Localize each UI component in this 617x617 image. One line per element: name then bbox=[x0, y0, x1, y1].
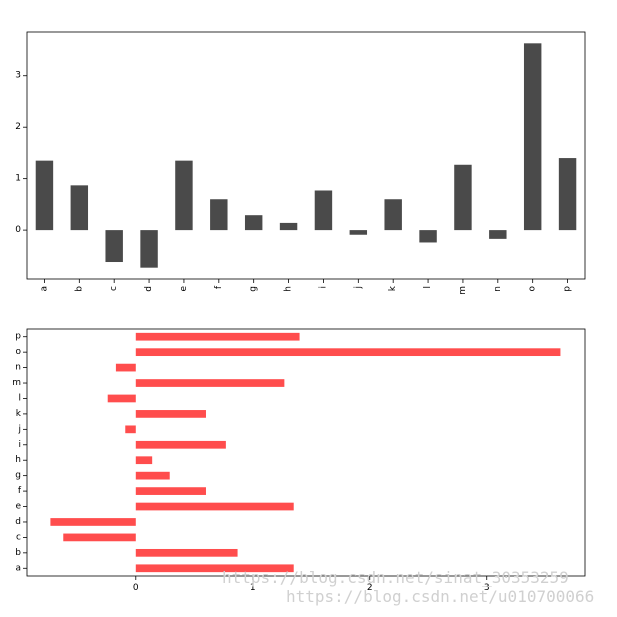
x-tick-label-o: o bbox=[528, 286, 538, 292]
bar-j bbox=[349, 230, 368, 235]
y-tick-label-g: g bbox=[15, 471, 21, 481]
bar-a bbox=[35, 160, 54, 231]
y-tick-label-i: i bbox=[18, 440, 21, 450]
bar-d bbox=[140, 230, 158, 268]
watermark-1: https://blog.csdn.net/sinat_30353259 bbox=[222, 568, 569, 587]
x-tick-label-g: g bbox=[249, 286, 259, 292]
x-tick-label-1: 1 bbox=[250, 583, 256, 593]
x-tick-label-a: a bbox=[39, 286, 49, 292]
y-tick-label-0: 0 bbox=[15, 225, 21, 235]
y-tick-label-d: d bbox=[15, 517, 21, 527]
y-tick-label-3: 3 bbox=[15, 71, 21, 81]
hbar-a bbox=[135, 564, 294, 573]
x-tick-label-2: 2 bbox=[367, 583, 373, 593]
y-tick-label-h: h bbox=[15, 455, 21, 465]
bar-h bbox=[279, 222, 298, 231]
hbar-d bbox=[50, 518, 136, 526]
x-tick-label-0: 0 bbox=[133, 583, 139, 593]
bar-c bbox=[105, 230, 123, 263]
y-tick-label-1: 1 bbox=[15, 174, 21, 184]
bar-f bbox=[210, 199, 228, 231]
y-tick-label-k: k bbox=[16, 409, 22, 419]
x-tick-label-i: i bbox=[318, 286, 328, 289]
x-tick-label-e: e bbox=[179, 286, 189, 292]
bar-k bbox=[384, 199, 402, 231]
x-tick-label-k: k bbox=[388, 285, 398, 291]
hbar-b bbox=[135, 548, 238, 557]
y-tick-label-j: j bbox=[17, 424, 21, 434]
x-tick-label-3: 3 bbox=[484, 583, 490, 593]
bar-i bbox=[314, 190, 333, 231]
y-tick-label-e: e bbox=[15, 502, 21, 512]
y-tick-label-m: m bbox=[12, 378, 21, 388]
hbar-c bbox=[63, 533, 136, 542]
hbar-p bbox=[135, 332, 300, 341]
hbar-h bbox=[135, 456, 153, 465]
y-tick-label-c: c bbox=[16, 532, 21, 542]
x-tick-label-f: f bbox=[214, 285, 224, 289]
bar-e bbox=[175, 160, 193, 231]
y-tick-label-a: a bbox=[15, 563, 21, 573]
x-tick-label-b: b bbox=[74, 286, 84, 292]
hbar-m bbox=[135, 379, 285, 387]
hbar-g bbox=[135, 471, 170, 480]
bar-n bbox=[489, 230, 507, 239]
hbar-l bbox=[107, 394, 136, 403]
y-tick-label-2: 2 bbox=[15, 122, 21, 132]
bar-m bbox=[454, 164, 472, 231]
y-tick-label-n: n bbox=[15, 363, 21, 373]
hbar-i bbox=[135, 440, 226, 449]
x-tick-label-c: c bbox=[109, 286, 119, 291]
x-tick-label-l: l bbox=[423, 286, 433, 289]
x-tick-label-p: p bbox=[563, 286, 573, 292]
bar-l bbox=[419, 230, 437, 243]
hbar-k bbox=[135, 410, 206, 418]
x-tick-label-h: h bbox=[284, 286, 294, 292]
y-tick-label-b: b bbox=[15, 548, 21, 558]
bar-p bbox=[558, 158, 577, 231]
plot-frame-2 bbox=[26, 328, 586, 577]
x-tick-label-d: d bbox=[144, 286, 154, 292]
hbar-f bbox=[135, 487, 206, 495]
hbar-n bbox=[115, 363, 136, 372]
x-tick-label-j: j bbox=[353, 286, 363, 290]
hbar-e bbox=[135, 502, 294, 511]
bar-g bbox=[244, 215, 263, 231]
bar-o bbox=[523, 43, 542, 231]
y-tick-label-f: f bbox=[18, 486, 22, 496]
watermark-2: https://blog.csdn.net/u010700066 bbox=[286, 587, 594, 606]
x-tick-label-m: m bbox=[458, 286, 468, 295]
y-tick-label-p: p bbox=[15, 332, 21, 342]
y-tick-label-l: l bbox=[18, 393, 21, 403]
hbar-o bbox=[135, 348, 561, 357]
plot-frame-1 bbox=[26, 31, 586, 280]
vertical-bar-chart: a b c d e f g h i j k l m n o p 0 1 2 3 bbox=[15, 31, 586, 295]
x-tick-label-n: n bbox=[493, 286, 503, 292]
y-tick-label-o: o bbox=[15, 347, 21, 357]
hbar-j bbox=[125, 425, 136, 434]
bar-b bbox=[70, 185, 89, 231]
